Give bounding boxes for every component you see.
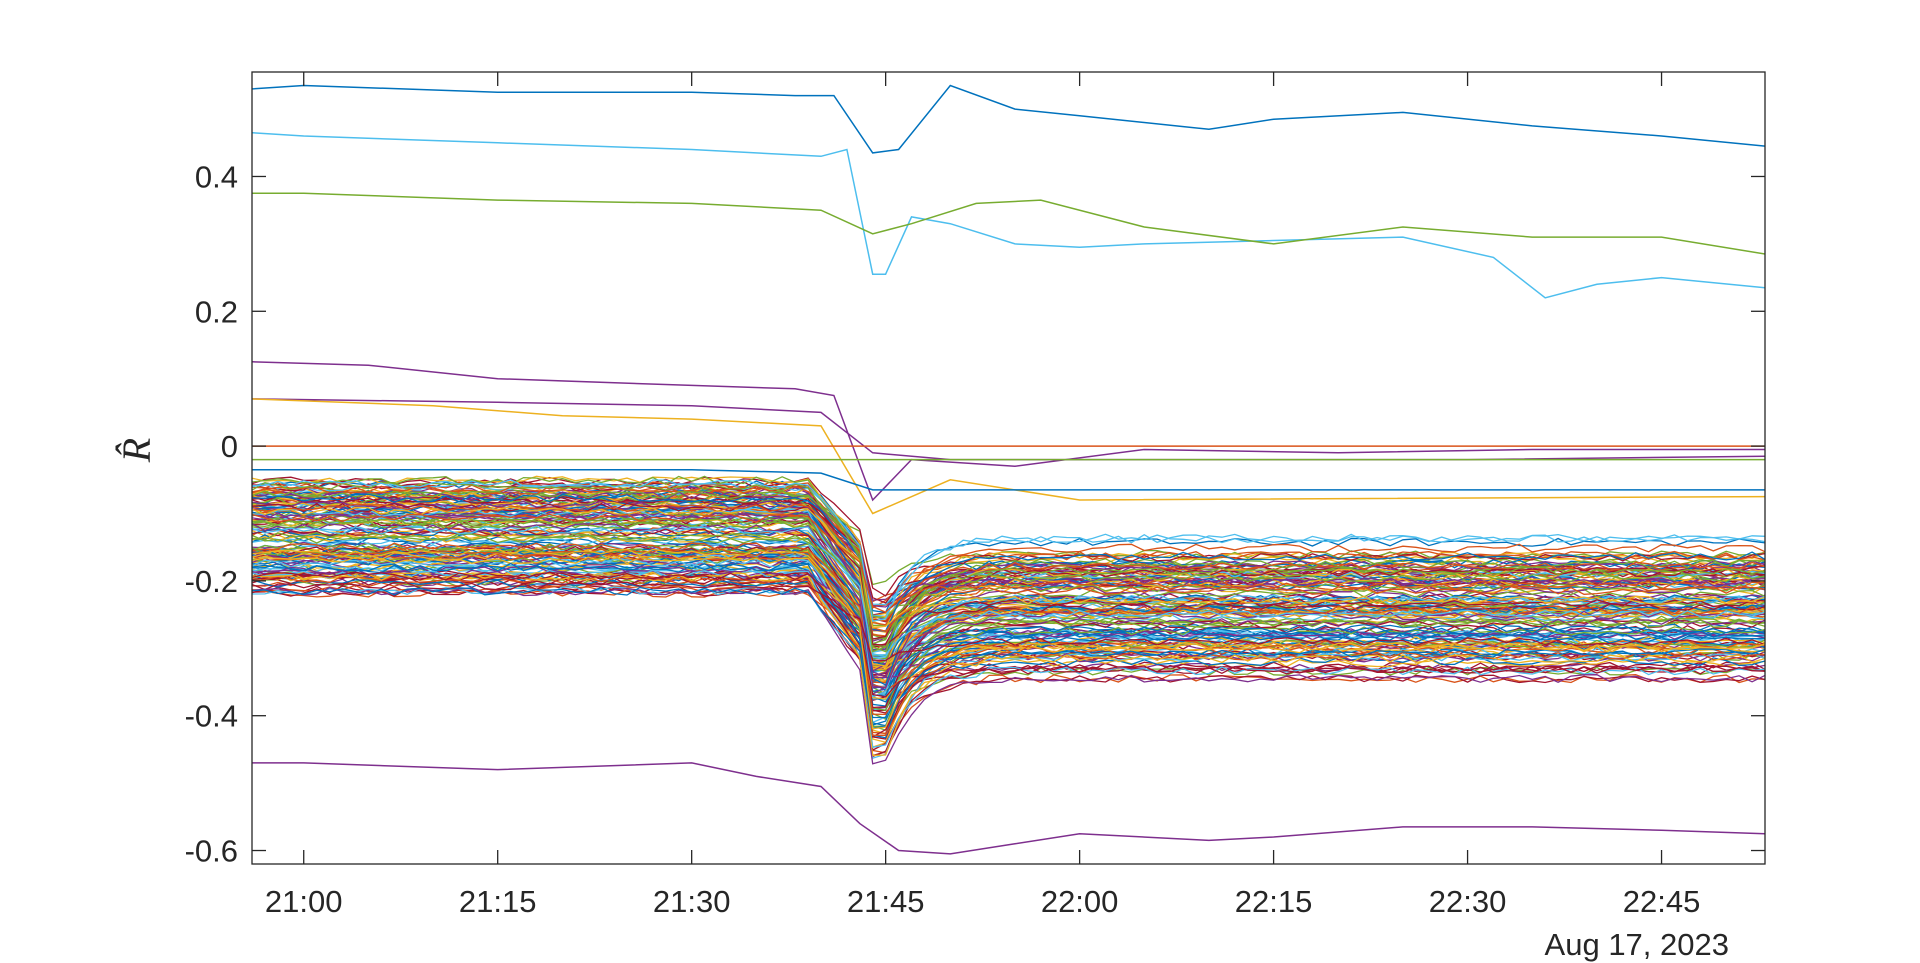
- series-lines: [252, 84, 1765, 855]
- series-line: [252, 490, 1765, 619]
- series-line: [252, 571, 1765, 698]
- date-label: Aug 17, 2023: [1545, 927, 1729, 962]
- series-line: [252, 534, 1765, 640]
- series-line: [252, 762, 1765, 855]
- series-line: [252, 484, 1765, 622]
- y-tick-label: -0.2: [185, 564, 238, 599]
- series-line: [252, 562, 1765, 726]
- series-line: [252, 548, 1765, 730]
- series-line: [252, 581, 1765, 662]
- x-tick-label: 21:30: [653, 884, 731, 919]
- x-tick-label: 21:45: [847, 884, 925, 919]
- series-line: [252, 572, 1765, 757]
- series-line: [252, 513, 1765, 613]
- series-line: [252, 398, 1765, 515]
- y-tick-label: 0.4: [195, 159, 238, 194]
- series-line: [252, 547, 1765, 696]
- y-tick-label: -0.6: [185, 834, 238, 869]
- series-line: [252, 575, 1765, 736]
- y-tick-label: 0.2: [195, 294, 238, 329]
- series-line: [252, 502, 1765, 646]
- series-line: [252, 550, 1765, 670]
- series-line: [252, 527, 1765, 680]
- series-line: [252, 468, 1765, 491]
- series-line: [252, 528, 1765, 712]
- y-tick-label: -0.4: [185, 699, 238, 734]
- series-line: [252, 506, 1765, 629]
- series-line: [252, 131, 1765, 299]
- series-line: [252, 493, 1765, 632]
- x-tick-label: 22:00: [1041, 884, 1119, 919]
- x-tick-labels: 21:00 21:15 21:30 21:45 22:00 22:15 22:30 22:45: [265, 884, 1700, 919]
- x-tick-label: 22:30: [1429, 884, 1507, 919]
- x-tick-label: 22:45: [1623, 884, 1701, 919]
- series-line: [252, 560, 1765, 653]
- y-tick-labels: -0.6 -0.4 -0.2 0 0.2 0.4: [185, 159, 238, 868]
- y-axis-label: R̂: [114, 438, 159, 463]
- series-line: [252, 482, 1765, 653]
- series-line: [252, 491, 1765, 608]
- y-tick-label: 0: [221, 429, 238, 464]
- axes-box: [251, 71, 1766, 865]
- series-line: [252, 479, 1765, 622]
- x-tick-label: 21:00: [265, 884, 343, 919]
- series-line: [252, 361, 1765, 502]
- x-tick-label: 22:15: [1235, 884, 1313, 919]
- series-line: [252, 551, 1765, 678]
- axes: [251, 71, 1766, 865]
- series-line: [252, 542, 1765, 689]
- series-line: [252, 525, 1765, 656]
- series-line: [252, 84, 1765, 154]
- x-tick-label: 21:15: [459, 884, 537, 919]
- series-line: [252, 586, 1765, 729]
- plot-background: [252, 72, 1765, 864]
- series-line: [252, 192, 1765, 255]
